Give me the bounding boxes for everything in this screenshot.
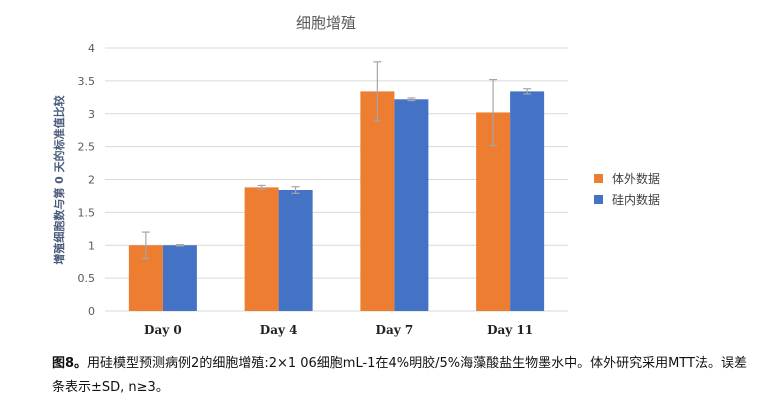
figure-caption-text: 用硅模型预测病例2的细胞增殖:2×1 06细胞mL-1在4%明胶/5%海藻酸盐生… [52,356,747,395]
bar [360,91,395,312]
y-tick-label: 2 [88,174,95,187]
legend-swatch [594,174,603,183]
y-tick-label: 0 [88,305,95,318]
bar-chart: 细胞增殖 增殖细胞数与第 0 天的标准值比较 0 0.5 1 1.5 2 2.5 3 3.5 4… [52,14,660,337]
y-tick-label: 0.5 [78,272,96,285]
y-tick-label: 3 [88,108,95,121]
bar [278,190,313,311]
x-tick-label: Day 11 [487,323,533,337]
figure-caption-label: 图8。 [52,356,88,371]
y-tick-label: 4 [88,42,95,55]
y-tick-label: 2.5 [78,141,96,154]
y-tick-label: 3.5 [78,75,96,88]
x-tick-label: Day 0 [144,323,182,337]
x-axis-ticks: Day 0 Day 4 Day 7 Day 11 [144,323,533,337]
bars [128,91,545,312]
error-bars [141,61,532,259]
y-axis-ticks: 0 0.5 1 1.5 2 2.5 3 3.5 4 [78,42,96,318]
bar [162,245,197,311]
y-axis-label: 增殖细胞数与第 0 天的标准值比较 [52,95,66,264]
figure-caption: 图8。用硅模型预测病例2的细胞增殖:2×1 06细胞mL-1在4%明胶/5%海藻… [52,352,752,400]
bar [394,99,429,311]
y-tick-label: 1.5 [78,206,96,219]
x-tick-label: Day 7 [376,323,414,337]
legend-swatch [594,195,603,204]
y-tick-label: 1 [88,239,95,252]
chart-title: 细胞增殖 [296,14,356,32]
x-tick-label: Day 4 [260,323,298,337]
legend-label: 硅内数据 [612,192,660,207]
bar [244,187,279,311]
bar [510,91,545,312]
legend-label: 体外数据 [612,171,660,186]
